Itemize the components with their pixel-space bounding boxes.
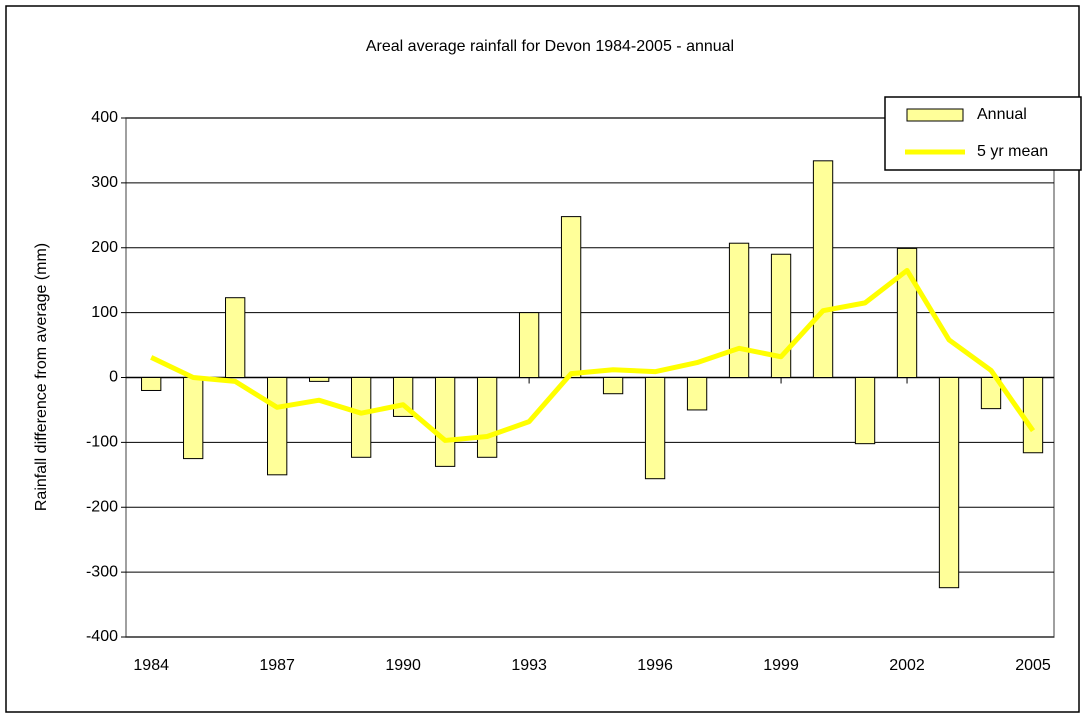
- bar: [141, 377, 162, 391]
- legend-label: Annual: [977, 106, 1027, 123]
- bar: [938, 377, 960, 589]
- bar: [434, 377, 456, 467]
- x-tick-label: 2005: [1015, 657, 1051, 674]
- chart-title: Areal average rainfall for Devon 1984-20…: [366, 38, 734, 55]
- bar: [309, 377, 330, 382]
- bar: [644, 377, 666, 480]
- y-tick-label: -300: [86, 563, 118, 580]
- bar: [267, 377, 288, 476]
- bar: [686, 377, 708, 411]
- bar: [896, 247, 918, 378]
- bar: [183, 377, 204, 460]
- legend-swatch: [906, 108, 964, 122]
- bar: [770, 253, 792, 378]
- bar: [1022, 377, 1044, 454]
- y-tick-label: -100: [86, 434, 118, 451]
- line: [150, 267, 1036, 443]
- y-tick-label: 300: [91, 174, 118, 191]
- x-tick-label: 1996: [637, 657, 673, 674]
- y-tick-label: 0: [109, 369, 118, 386]
- bar: [728, 242, 750, 378]
- bar: [602, 377, 624, 395]
- y-axis-label: Rainfall difference from average (mm): [33, 243, 50, 511]
- bar: [518, 312, 540, 378]
- bar: [980, 377, 1002, 410]
- bar: [476, 377, 498, 458]
- y-tick-label: -400: [86, 628, 118, 645]
- y-tick-label: -200: [86, 498, 118, 515]
- x-tick-label: 1984: [133, 657, 169, 674]
- y-tick-label: 100: [91, 304, 118, 321]
- bar: [225, 297, 246, 378]
- bar: [350, 377, 372, 458]
- x-tick-label: 1993: [511, 657, 547, 674]
- bar: [812, 160, 834, 378]
- bar: [854, 377, 876, 445]
- x-tick-label: 1999: [763, 657, 799, 674]
- x-tick-label: 1987: [259, 657, 295, 674]
- x-tick-label: 2002: [889, 657, 925, 674]
- y-tick-label: 200: [91, 239, 118, 256]
- bar: [560, 216, 582, 378]
- y-tick-label: 400: [91, 109, 118, 126]
- legend-label: 5 yr mean: [977, 143, 1048, 160]
- x-tick-label: 1990: [385, 657, 421, 674]
